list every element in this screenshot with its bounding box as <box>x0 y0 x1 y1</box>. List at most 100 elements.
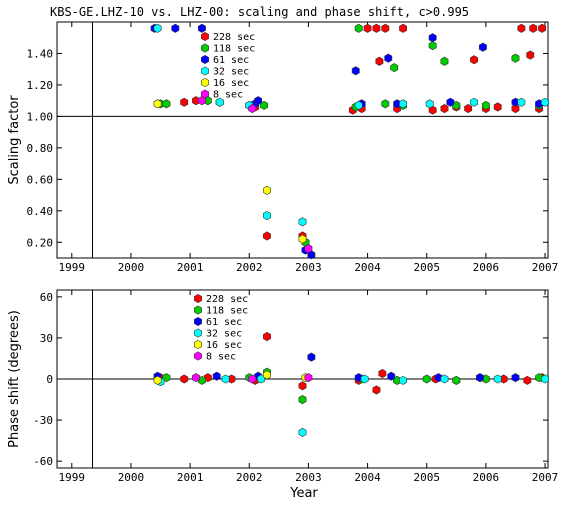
point-61-sec <box>254 96 263 106</box>
legend-marker-61-sec <box>201 54 209 65</box>
y-tick-label: 1.00 <box>27 110 54 123</box>
legend-label-8-sec: 8 sec <box>206 352 236 363</box>
legend-label-8-sec: 8 sec <box>213 90 243 101</box>
x-tick-label: 2002 <box>236 471 263 484</box>
legend-label-228-sec: 228 sec <box>213 32 255 43</box>
point-228-sec <box>180 97 189 107</box>
point-118-sec <box>354 23 363 33</box>
point-228-sec <box>399 23 408 33</box>
x-tick-label: 2001 <box>177 261 204 274</box>
y-tick-label: 30 <box>40 332 53 345</box>
point-118-sec <box>535 373 544 383</box>
legend-label-118-sec: 118 sec <box>213 44 255 55</box>
point-228-sec <box>493 102 502 112</box>
point-228-sec <box>464 103 473 114</box>
point-228-sec <box>511 103 520 114</box>
point-32-sec <box>541 374 549 384</box>
point-16-sec <box>263 370 271 380</box>
point-16-sec <box>263 185 271 195</box>
y-tick-label: 60 <box>40 291 53 304</box>
legend-label-61-sec: 61 sec <box>213 55 249 66</box>
x-tick-label: 2007 <box>532 471 559 484</box>
point-32-sec <box>541 97 549 107</box>
point-118-sec <box>511 53 520 63</box>
point-228-sec <box>372 385 381 395</box>
point-16-sec <box>298 234 307 244</box>
point-8-sec <box>198 96 206 106</box>
point-61-sec <box>478 42 487 52</box>
x-tick-label: 1999 <box>59 471 86 484</box>
y-tick-label: 1.40 <box>27 47 54 60</box>
legend-label-61-sec: 61 sec <box>206 317 242 328</box>
point-61-sec <box>171 23 180 33</box>
x-tick-label: 2003 <box>295 261 322 274</box>
legend-marker-16-sec <box>194 339 202 350</box>
y-axis-label: Scaling factor <box>7 95 22 185</box>
point-228-sec <box>372 23 381 33</box>
point-228-sec <box>517 23 526 33</box>
point-32-sec <box>298 427 307 437</box>
point-8-sec <box>192 373 200 383</box>
point-118-sec <box>381 99 390 109</box>
point-61-sec <box>387 371 396 381</box>
point-61-sec <box>476 373 484 383</box>
point-32-sec <box>298 217 307 227</box>
point-32-sec <box>517 97 526 107</box>
x-tick-label: 2004 <box>354 471 381 484</box>
point-118-sec <box>162 373 171 383</box>
point-61-sec <box>354 373 363 383</box>
x-tick-label: 2007 <box>532 261 559 274</box>
point-118-sec <box>481 100 490 110</box>
point-228-sec <box>298 381 307 391</box>
point-16-sec <box>153 375 162 385</box>
point-228-sec <box>523 375 532 385</box>
point-32-sec <box>263 210 271 221</box>
point-228-sec <box>363 23 372 33</box>
point-228-sec <box>203 373 212 383</box>
chart-title: KBS-GE.LHZ-10 vs. LHZ-00: scaling and ph… <box>50 5 469 19</box>
point-61-sec <box>307 352 316 362</box>
point-32-sec <box>354 100 363 110</box>
point-32-sec <box>440 374 449 384</box>
point-228-sec <box>263 231 271 241</box>
y-tick-label: 0.80 <box>27 142 54 155</box>
point-228-sec <box>470 55 478 65</box>
point-118-sec <box>298 394 307 405</box>
point-228-sec <box>526 50 535 60</box>
point-32-sec <box>493 374 502 384</box>
y-tick-label: 0.60 <box>27 173 54 186</box>
point-118-sec <box>390 63 399 73</box>
x-tick-label: 2000 <box>118 261 145 274</box>
point-61-sec <box>212 371 221 381</box>
legend-marker-228-sec <box>194 293 202 304</box>
point-228-sec <box>529 23 538 33</box>
legend-marker-61-sec <box>194 316 202 327</box>
point-61-sec <box>351 66 360 76</box>
point-228-sec <box>538 23 547 33</box>
point-61-sec <box>511 373 520 383</box>
point-32-sec <box>221 374 230 384</box>
point-118-sec <box>452 375 461 385</box>
point-32-sec <box>399 375 408 385</box>
y-tick-label: 1.20 <box>27 79 54 92</box>
point-8-sec <box>304 244 313 254</box>
point-118-sec <box>440 56 449 66</box>
point-61-sec <box>446 97 455 107</box>
point-32-sec <box>153 23 162 33</box>
x-tick-label: 2000 <box>118 471 145 484</box>
x-tick-label: 2001 <box>177 471 204 484</box>
x-tick-label: 1999 <box>59 261 86 274</box>
point-32-sec <box>360 374 369 384</box>
point-32-sec <box>470 97 478 107</box>
point-61-sec <box>434 373 443 383</box>
x-tick-label: 2005 <box>413 261 440 274</box>
legend-marker-16-sec <box>201 77 209 88</box>
point-228-sec <box>381 23 390 33</box>
point-32-sec <box>399 99 408 109</box>
point-228-sec <box>263 332 271 342</box>
point-61-sec <box>307 250 316 260</box>
y-tick-label: 0.40 <box>27 205 54 218</box>
point-61-sec <box>384 53 393 63</box>
point-228-sec <box>375 56 384 66</box>
